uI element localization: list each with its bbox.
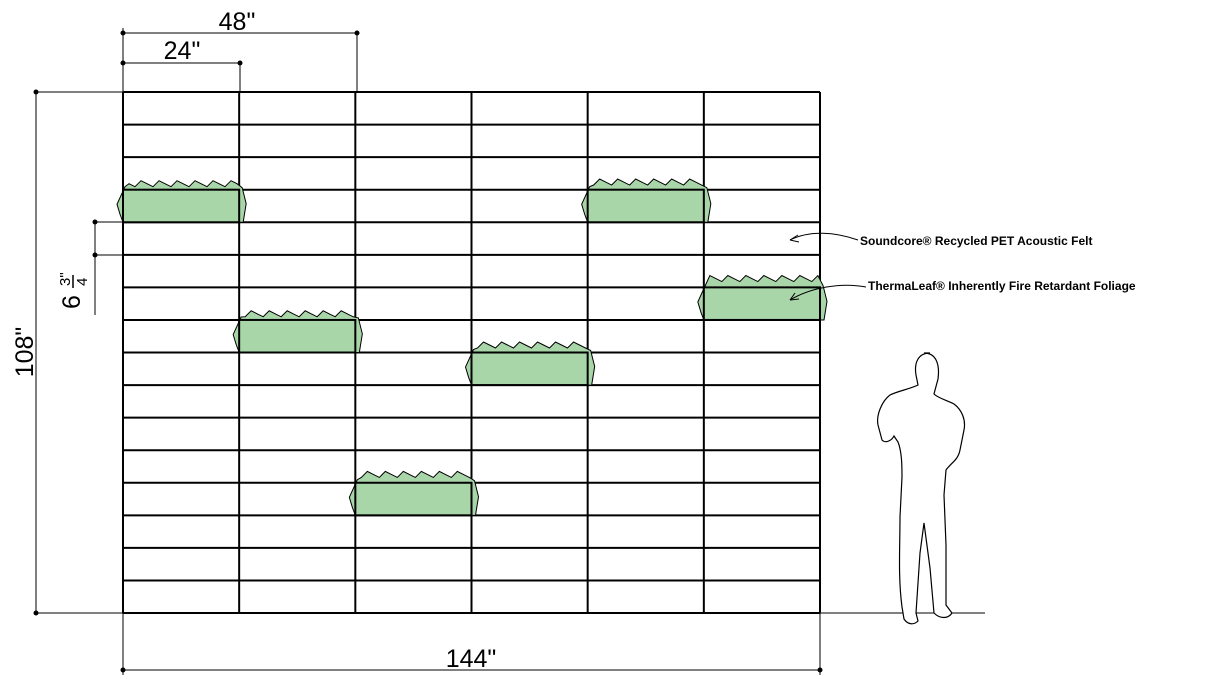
dim-panel: 6 3" 4 xyxy=(57,272,91,309)
planter-box xyxy=(702,286,821,321)
foliage-planter xyxy=(348,470,480,516)
dim-numerator: 3" xyxy=(57,272,74,286)
planter-box xyxy=(238,318,357,354)
foliage-planter xyxy=(581,178,712,223)
dim-whole: 6 xyxy=(58,295,86,309)
foliage-planter xyxy=(116,180,247,223)
dim-48: 48" xyxy=(219,8,256,36)
human-figure xyxy=(877,352,966,625)
dimension-lines xyxy=(35,28,985,675)
dim-denominator: 4 xyxy=(74,278,91,286)
dim-144: 144" xyxy=(446,645,497,673)
foliage-planter xyxy=(232,310,363,353)
planter-box xyxy=(122,188,241,224)
planter-box xyxy=(470,351,589,387)
foliage-planter xyxy=(697,274,828,321)
dim-108: 108" xyxy=(11,327,39,378)
foliage-planter xyxy=(464,341,596,386)
callout-label: Soundcore® Recycled PET Acoustic Felt xyxy=(860,234,1092,248)
planter-box xyxy=(586,188,705,224)
planter-box xyxy=(354,481,473,517)
callout-label: ThermaLeaf® Inherently Fire Retardant Fo… xyxy=(868,279,1136,293)
dimension-dots xyxy=(33,30,823,673)
planters xyxy=(116,178,828,517)
dim-24: 24" xyxy=(164,37,201,65)
